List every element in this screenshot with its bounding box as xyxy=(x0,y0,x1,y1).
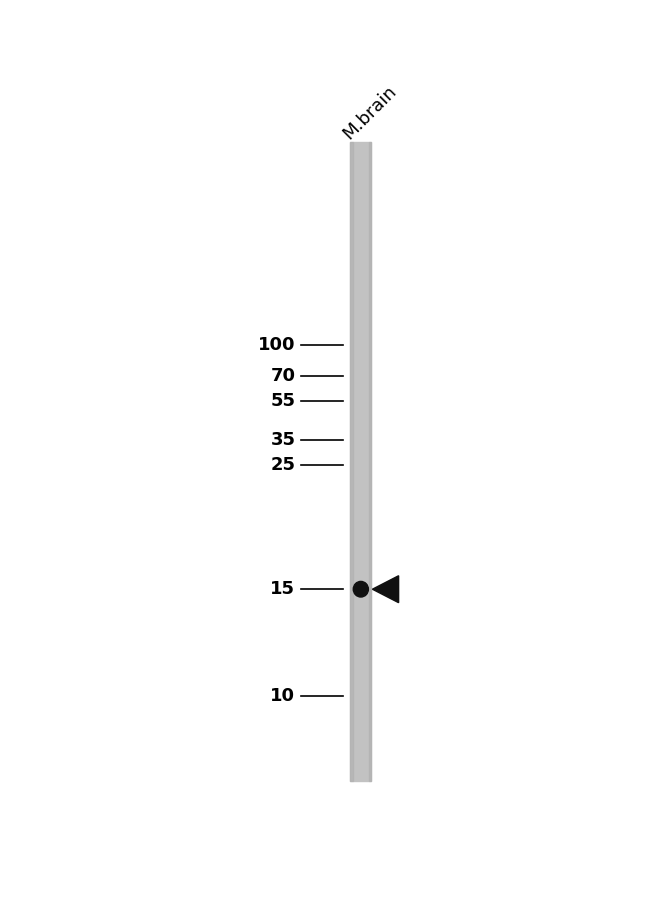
Text: 55: 55 xyxy=(270,392,295,410)
Bar xyxy=(369,143,371,781)
Text: 25: 25 xyxy=(270,456,295,474)
Ellipse shape xyxy=(354,581,369,597)
Text: M.brain: M.brain xyxy=(339,82,400,143)
Text: 15: 15 xyxy=(270,580,295,599)
Text: 10: 10 xyxy=(270,686,295,705)
Bar xyxy=(350,143,371,781)
Polygon shape xyxy=(372,576,398,602)
Bar xyxy=(350,143,353,781)
Text: 70: 70 xyxy=(270,367,295,386)
Text: 35: 35 xyxy=(270,431,295,449)
Text: 100: 100 xyxy=(258,335,295,354)
